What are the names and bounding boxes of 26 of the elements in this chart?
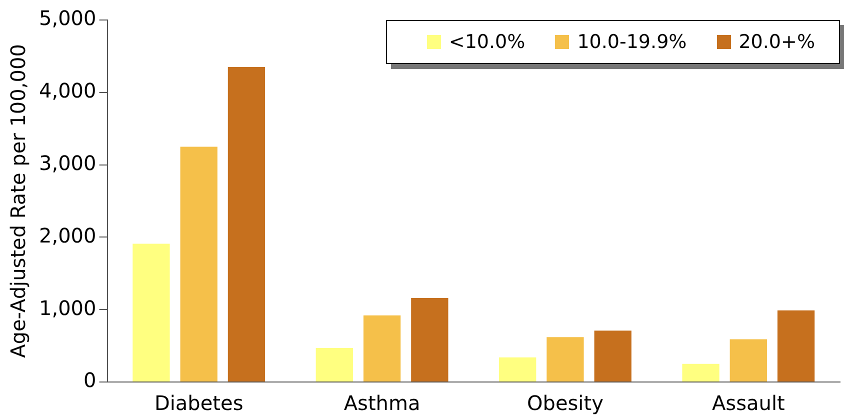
x-tick-label: Diabetes xyxy=(154,391,244,416)
y-axis-title: Age-Adjusted Rate per 100,000 xyxy=(6,44,30,358)
y-tick-label: 2,000 xyxy=(38,223,96,248)
bar xyxy=(316,348,353,382)
bar xyxy=(499,357,536,382)
y-tick-label: 5,000 xyxy=(38,6,96,30)
bar xyxy=(546,337,584,382)
bar xyxy=(132,244,170,382)
bar xyxy=(730,339,767,382)
legend-label: 20.0+% xyxy=(738,31,815,53)
y-tick-label: 1,000 xyxy=(38,296,96,320)
bar xyxy=(594,330,632,382)
y-tick-label: 0 xyxy=(84,368,96,392)
bar xyxy=(777,310,815,382)
bar xyxy=(228,67,266,382)
bar xyxy=(180,146,218,382)
legend-label: 10.0-19.9% xyxy=(577,31,687,53)
x-tick-label: Assault xyxy=(712,391,785,416)
x-tick-label: Asthma xyxy=(344,391,420,416)
bar xyxy=(682,364,720,382)
bar xyxy=(411,298,448,382)
bar xyxy=(363,315,401,382)
x-tick-label: Obesity xyxy=(527,391,604,416)
y-tick-label: 4,000 xyxy=(38,78,96,103)
legend-label: <10.0% xyxy=(448,31,526,53)
y-tick-label: 3,000 xyxy=(38,151,96,176)
